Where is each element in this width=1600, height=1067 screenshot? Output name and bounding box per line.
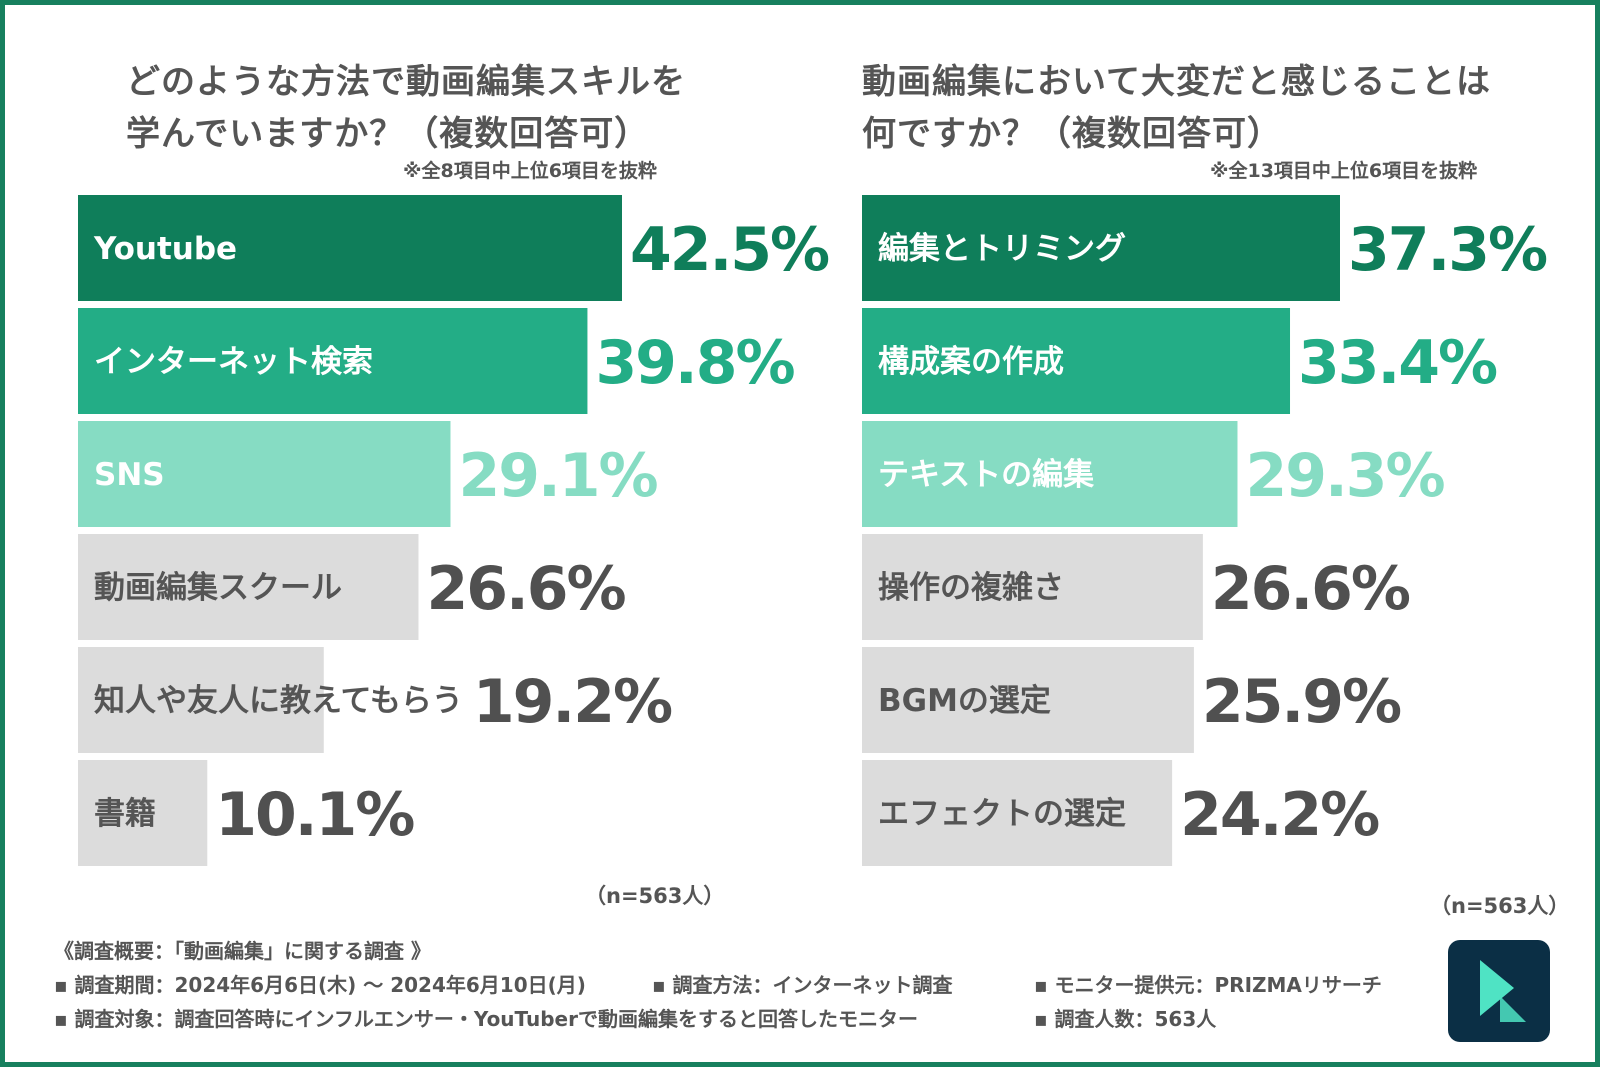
left-bar-1 (78, 195, 622, 301)
right-bar-2 (862, 308, 1291, 414)
left-title-line2: 学んでいますか？（複数回答可） (126, 114, 650, 154)
logo-mark-corner (1500, 996, 1526, 1022)
left-bar-5 (78, 647, 324, 753)
right-bar-value-3: 29.3% (1245, 441, 1444, 511)
survey-method: ▪ 調査方法：インターネット調査 (652, 973, 953, 997)
logo-mark (1480, 960, 1526, 1022)
left-bar-label-5: 知人や友人に教えてもらう (94, 683, 463, 719)
left-bar-label-1: Youtube (93, 231, 237, 267)
left-bar-3 (78, 421, 451, 527)
right-title-line2: 何ですか？（複数回答可） (862, 114, 1282, 154)
left-bar-value-2: 39.8% (595, 328, 794, 398)
right-bar-label-6: エフェクトの選定 (878, 796, 1126, 832)
left-bar-value-6: 10.1% (215, 780, 414, 850)
right-bar-5 (862, 647, 1194, 753)
right-sample-size: （n=563人） (1430, 894, 1570, 918)
left-sample-size: （n=563人） (585, 884, 725, 908)
left-bar-chart: Youtube 42.5% インターネット検索 39.8% SNS 29.1% 動画編集スク… (78, 195, 831, 866)
right-chart-note: ※全13項目中上位6項目を抜粋 (1210, 160, 1478, 182)
right-bar-4 (862, 534, 1203, 640)
left-bar-value-5: 19.2% (473, 667, 672, 737)
right-bar-3 (862, 421, 1238, 527)
right-bar-value-5: 25.9% (1202, 667, 1401, 737)
right-chart-title: 動画編集において大変だと感じることは 何ですか？（複数回答可） (862, 56, 1491, 160)
survey-target: ▪ 調査対象：調査回答時にインフルエンサー・YouTuberで動画編集をすると回… (54, 1007, 918, 1031)
left-bar-label-3: SNS (94, 457, 165, 493)
filmora-logo-icon (1448, 940, 1550, 1042)
right-bar-label-1: 編集とトリミング (878, 231, 1126, 267)
left-bar-label-2: インターネット検索 (94, 344, 373, 380)
left-bar-value-4: 26.6% (426, 554, 625, 624)
left-bar-label-4: 動画編集スクール (94, 570, 342, 606)
right-bar-label-5: BGMの選定 (878, 683, 1051, 719)
right-bar-value-2: 33.4% (1298, 328, 1497, 398)
logo-mark-play (1480, 960, 1514, 1016)
survey-provider: ▪ モニター提供元：PRIZMAリサーチ (1034, 973, 1382, 997)
left-bar-2 (78, 308, 588, 414)
survey-period: ▪ 調査期間：2024年6月6日(木) 〜 2024年6月10日(月) (54, 973, 586, 997)
right-bar-label-3: テキストの編集 (878, 457, 1094, 493)
left-bar-label-6: 書籍 (94, 796, 156, 832)
right-bar-label-2: 構成案の作成 (878, 344, 1064, 380)
left-title-line1: どのような方法で動画編集スキルを (126, 62, 686, 102)
left-bar-value-3: 29.1% (458, 441, 657, 511)
right-title-line1: 動画編集において大変だと感じることは (862, 62, 1491, 102)
right-bar-1 (862, 195, 1340, 301)
left-bar-value-1: 42.5% (630, 215, 829, 285)
left-bar-4 (78, 534, 419, 640)
right-bar-value-1: 37.3% (1348, 215, 1547, 285)
right-bar-6 (862, 760, 1173, 866)
survey-respondents: ▪ 調査人数：563人 (1034, 1007, 1217, 1031)
right-bar-value-6: 24.2% (1180, 780, 1379, 850)
right-bar-label-4: 操作の複雑さ (878, 570, 1064, 606)
right-bar-value-4: 26.6% (1211, 554, 1410, 624)
left-bar-6 (78, 760, 208, 866)
right-bar-chart: 編集とトリミング 37.3% 構成案の作成 33.4% テキストの編集 29.3% 操作の複… (862, 195, 1549, 866)
left-chart-title: どのような方法で動画編集スキルを 学んでいますか？（複数回答可） (126, 56, 686, 160)
survey-heading: 《調査概要：「動画編集」に関する調査 》 (54, 939, 431, 963)
left-chart-note: ※全8項目中上位6項目を抜粋 (403, 160, 657, 182)
